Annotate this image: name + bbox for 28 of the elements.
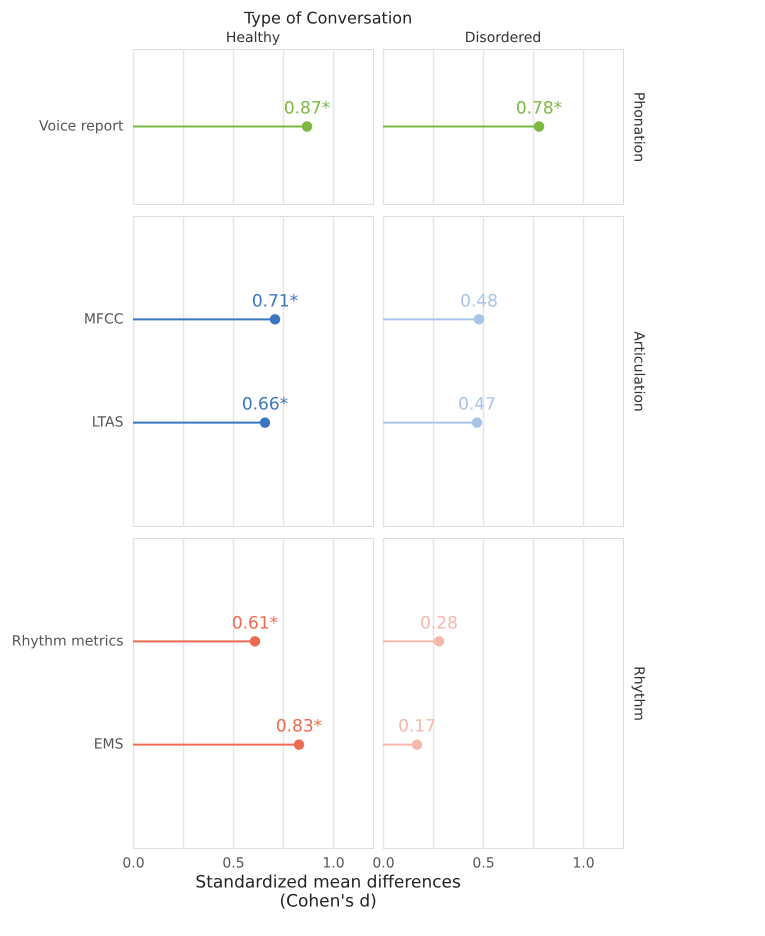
y2-axis-title: Articulation — [630, 331, 646, 412]
data-label: 0.71* — [252, 291, 298, 312]
x-tick-label: 1.0 — [322, 856, 345, 872]
x-tick-label: 0.5 — [472, 856, 495, 872]
y-tick-label: Rhythm metrics — [12, 633, 124, 650]
x-axis-title: Standardized mean differences (Cohen's d) — [195, 872, 462, 912]
y-tick-label: EMS — [94, 736, 124, 753]
data-label: 0.78* — [516, 98, 562, 118]
data-label: 0.87* — [284, 98, 330, 118]
data-label: 0.47 — [458, 394, 496, 415]
y2-axis-title: Rhythm — [630, 666, 646, 721]
y-tick-label: MFCC — [84, 311, 124, 328]
data-label: 0.48 — [460, 291, 498, 312]
x-tick-label: 0.0 — [122, 856, 145, 872]
data-label: 0.28 — [420, 613, 458, 634]
chart-title: Type of Conversation — [243, 8, 412, 28]
data-label: 0.83* — [276, 716, 322, 737]
chart-subtitle: Healthy — [226, 30, 280, 46]
data-label: 0.66* — [242, 394, 288, 415]
y-tick-label: Voice report — [39, 118, 124, 134]
x-tick-label: 0.5 — [222, 856, 245, 872]
x-tick-label: 1.0 — [572, 856, 595, 872]
x-tick-label: 0.0 — [372, 856, 395, 872]
chart-subtitle: Disordered — [464, 30, 542, 46]
data-label: 0.17 — [398, 716, 436, 737]
data-label: 0.61* — [232, 613, 278, 634]
y-tick-label: LTAS — [92, 414, 124, 431]
y2-axis-title: Phonation — [630, 92, 646, 162]
